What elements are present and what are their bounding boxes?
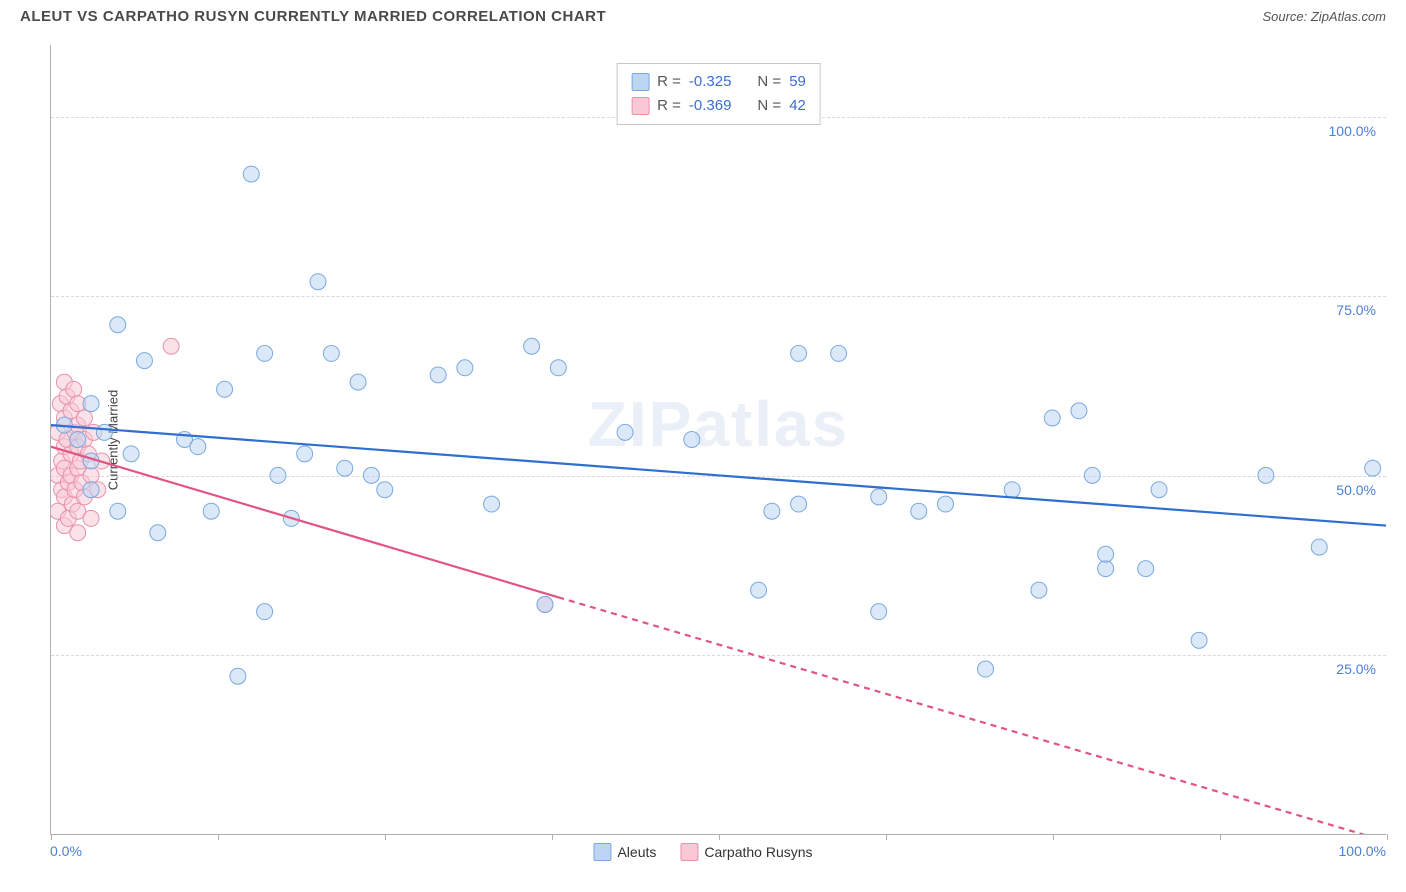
chart-title: ALEUT VS CARPATHO RUSYN CURRENTLY MARRIE…: [20, 8, 606, 25]
legend-swatch: [593, 843, 611, 861]
data-point: [791, 345, 807, 361]
chart-plot-area: Currently Married ZIPatlas 25.0%50.0%75.…: [50, 45, 1386, 835]
data-point: [1191, 632, 1207, 648]
data-point: [764, 503, 780, 519]
trend-line: [51, 447, 558, 598]
data-point: [1138, 561, 1154, 577]
data-point: [257, 604, 273, 620]
legend-row: R = -0.325 N = 59: [631, 70, 806, 94]
legend-swatch: [631, 73, 649, 91]
data-point: [297, 446, 313, 462]
x-max-label: 100.0%: [1339, 843, 1386, 859]
x-tick: [51, 834, 52, 840]
series-legend: Aleuts Carpatho Rusyns: [593, 843, 812, 861]
data-point: [1151, 482, 1167, 498]
data-point: [1098, 546, 1114, 562]
data-point: [1031, 582, 1047, 598]
legend-label: Aleuts: [617, 844, 656, 860]
data-point: [457, 360, 473, 376]
x-tick: [218, 834, 219, 840]
data-point: [937, 496, 953, 512]
data-point: [76, 410, 92, 426]
x-min-label: 0.0%: [50, 843, 82, 859]
data-point: [323, 345, 339, 361]
data-point: [524, 338, 540, 354]
data-point: [230, 668, 246, 684]
source-label: Source: ZipAtlas.com: [1262, 9, 1386, 24]
data-point: [617, 424, 633, 440]
data-point: [1084, 467, 1100, 483]
data-point: [163, 338, 179, 354]
legend-n-value: 59: [789, 70, 806, 94]
data-point: [83, 510, 99, 526]
x-tick: [385, 834, 386, 840]
data-point: [190, 439, 206, 455]
trend-line: [51, 425, 1386, 525]
x-tick: [552, 834, 553, 840]
x-tick: [886, 834, 887, 840]
data-point: [310, 274, 326, 290]
legend-r-label: R =: [657, 70, 681, 94]
data-point: [550, 360, 566, 376]
data-point: [110, 317, 126, 333]
data-point: [1098, 561, 1114, 577]
data-point: [243, 166, 259, 182]
scatter-svg: [51, 45, 1386, 834]
data-point: [484, 496, 500, 512]
data-point: [751, 582, 767, 598]
legend-n-label: N =: [757, 70, 781, 94]
data-point: [911, 503, 927, 519]
data-point: [1311, 539, 1327, 555]
legend-r-label: R =: [657, 94, 681, 118]
x-tick: [719, 834, 720, 840]
legend-n-label: N =: [757, 94, 781, 118]
data-point: [150, 525, 166, 541]
data-point: [978, 661, 994, 677]
data-point: [831, 345, 847, 361]
data-point: [217, 381, 233, 397]
legend-r-value: -0.325: [689, 70, 732, 94]
legend-swatch: [680, 843, 698, 861]
data-point: [96, 424, 112, 440]
data-point: [337, 460, 353, 476]
data-point: [257, 345, 273, 361]
legend-item: Carpatho Rusyns: [680, 843, 812, 861]
data-point: [1071, 403, 1087, 419]
legend-swatch: [631, 97, 649, 115]
data-point: [430, 367, 446, 383]
data-point: [350, 374, 366, 390]
data-point: [377, 482, 393, 498]
data-point: [537, 596, 553, 612]
legend-row: R = -0.369 N = 42: [631, 94, 806, 118]
data-point: [1044, 410, 1060, 426]
data-point: [136, 353, 152, 369]
data-point: [1365, 460, 1381, 476]
data-point: [83, 467, 99, 483]
x-tick: [1387, 834, 1388, 840]
data-point: [123, 446, 139, 462]
data-point: [70, 432, 86, 448]
data-point: [791, 496, 807, 512]
legend-n-value: 42: [789, 94, 806, 118]
x-tick: [1053, 834, 1054, 840]
data-point: [1258, 467, 1274, 483]
data-point: [203, 503, 219, 519]
data-point: [871, 489, 887, 505]
data-point: [1004, 482, 1020, 498]
data-point: [871, 604, 887, 620]
data-point: [83, 396, 99, 412]
legend-r-value: -0.369: [689, 94, 732, 118]
data-point: [83, 482, 99, 498]
data-point: [110, 503, 126, 519]
data-point: [66, 381, 82, 397]
data-point: [270, 467, 286, 483]
legend-label: Carpatho Rusyns: [704, 844, 812, 860]
data-point: [363, 467, 379, 483]
correlation-legend: R = -0.325 N = 59 R = -0.369 N = 42: [616, 63, 821, 125]
x-tick: [1220, 834, 1221, 840]
legend-item: Aleuts: [593, 843, 656, 861]
trend-line: [558, 597, 1386, 834]
data-point: [684, 432, 700, 448]
data-point: [70, 525, 86, 541]
